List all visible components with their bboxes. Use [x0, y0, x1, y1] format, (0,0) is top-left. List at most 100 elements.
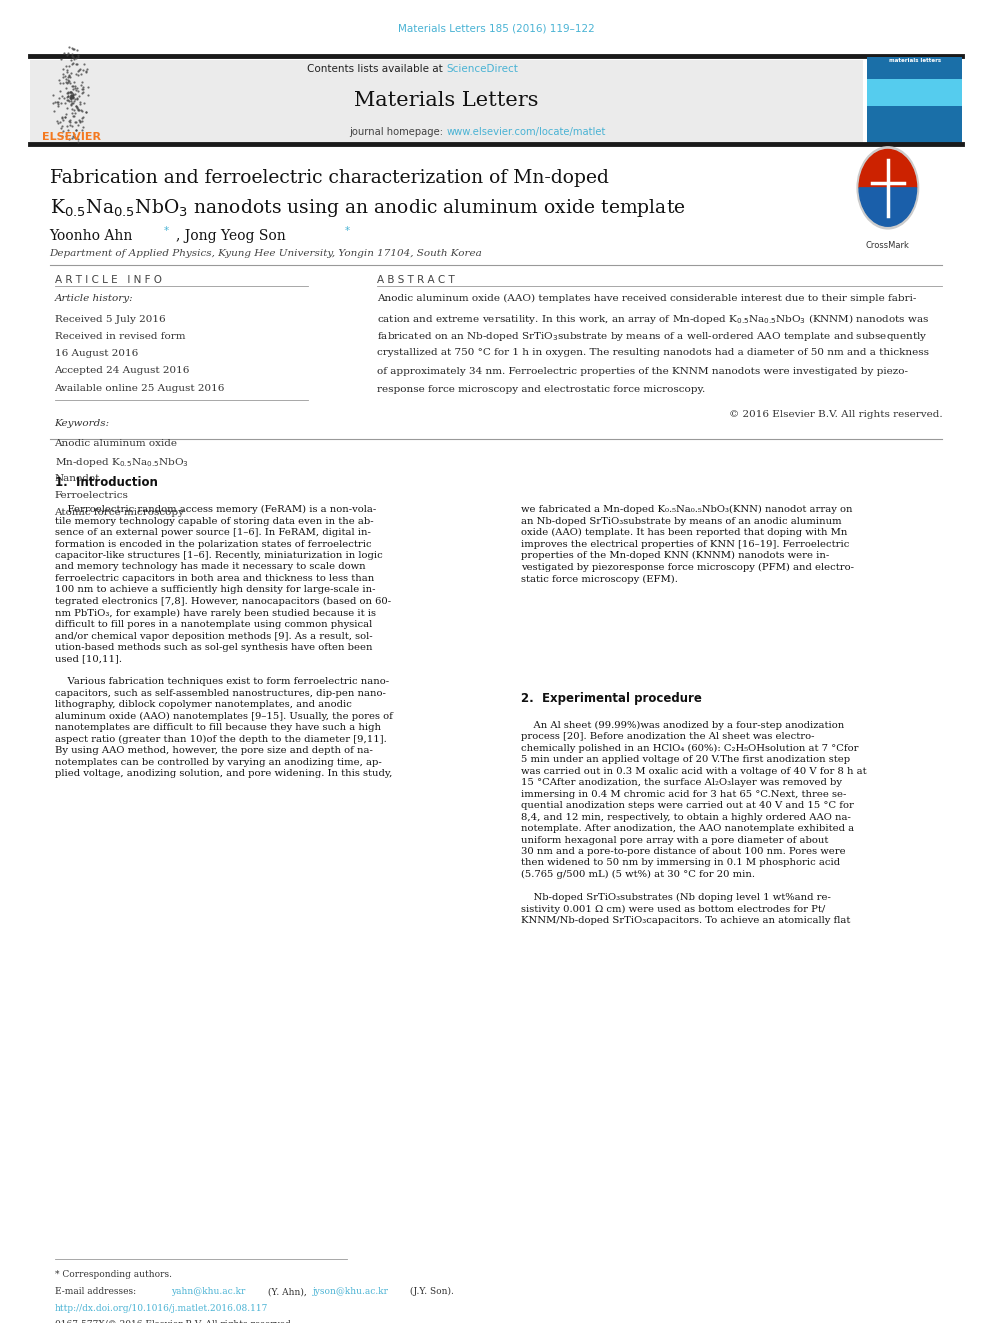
Point: [63, 85, 79, 106]
Text: Department of Applied Physics, Kyung Hee University, Yongin 17104, South Korea: Department of Applied Physics, Kyung Hee…: [50, 249, 482, 258]
Point: [59, 87, 74, 108]
Point: [46, 85, 62, 106]
Point: [63, 85, 79, 106]
Point: [69, 98, 85, 119]
Point: [64, 98, 80, 119]
Text: K$_{0.5}$Na$_{0.5}$NbO$_3$ nanodots using an anodic aluminum oxide template: K$_{0.5}$Na$_{0.5}$NbO$_3$ nanodots usin…: [50, 197, 685, 220]
Point: [68, 48, 84, 69]
Text: E-mail addresses:: E-mail addresses:: [55, 1287, 139, 1297]
Text: Keywords:: Keywords:: [55, 419, 110, 429]
Point: [74, 111, 90, 132]
Point: [71, 58, 87, 79]
Point: [66, 71, 82, 93]
Point: [61, 71, 76, 93]
Point: [69, 46, 85, 67]
Point: [78, 61, 94, 82]
FancyBboxPatch shape: [867, 79, 962, 106]
Point: [68, 64, 84, 85]
Text: Yoonho Ahn: Yoonho Ahn: [50, 229, 133, 243]
Point: [59, 89, 74, 110]
Point: [70, 128, 86, 149]
Text: journal homepage:: journal homepage:: [349, 127, 446, 138]
Point: [58, 77, 73, 98]
Point: [64, 87, 80, 108]
Point: [74, 77, 90, 98]
Point: [63, 86, 79, 107]
Point: [46, 93, 62, 114]
Text: , Jong Yeog Son: , Jong Yeog Son: [176, 229, 286, 243]
Point: [66, 38, 82, 60]
Text: Fabrication and ferroelectric characterization of Mn-doped: Fabrication and ferroelectric characteri…: [50, 169, 608, 188]
Point: [61, 37, 76, 58]
Text: *: *: [345, 226, 350, 237]
Point: [53, 81, 68, 102]
Point: [56, 58, 71, 79]
Point: [69, 53, 85, 74]
Point: [61, 91, 76, 112]
Point: [74, 60, 90, 81]
Point: [55, 126, 70, 147]
Point: [62, 81, 78, 102]
Point: [57, 106, 72, 127]
Point: [63, 37, 79, 58]
Point: [62, 81, 78, 102]
Point: [70, 44, 86, 65]
Point: [61, 42, 76, 64]
Point: [70, 79, 86, 101]
Point: [66, 49, 82, 70]
Point: [73, 78, 89, 99]
Point: [60, 45, 75, 66]
Point: [61, 89, 76, 110]
Point: [72, 111, 88, 132]
Point: [71, 111, 87, 132]
Point: [60, 61, 75, 82]
Point: [68, 89, 84, 110]
Point: [65, 52, 81, 73]
Point: [53, 73, 68, 94]
Point: [63, 62, 79, 83]
Point: [62, 111, 78, 132]
Text: 2.  Experimental procedure: 2. Experimental procedure: [521, 692, 701, 705]
Point: [59, 98, 74, 119]
Point: [74, 71, 90, 93]
Point: [63, 94, 79, 115]
Point: [67, 111, 83, 132]
Point: [58, 66, 73, 87]
Point: [50, 93, 65, 114]
Point: [59, 56, 74, 77]
Point: [64, 44, 80, 65]
Point: [69, 115, 85, 136]
Point: [58, 126, 73, 147]
Point: [69, 78, 85, 99]
Point: [56, 73, 71, 94]
Point: [73, 64, 89, 85]
Point: [58, 103, 73, 124]
Point: [69, 40, 85, 61]
Point: [54, 107, 69, 128]
Point: [78, 61, 94, 82]
Point: [75, 81, 91, 102]
Point: [62, 82, 78, 103]
Point: [50, 95, 65, 116]
Point: [64, 75, 80, 97]
Point: [60, 120, 75, 142]
Text: *: *: [164, 226, 169, 237]
Text: Atomic force microscopy: Atomic force microscopy: [55, 508, 185, 517]
Point: [64, 54, 80, 75]
Point: [63, 86, 79, 107]
Point: [72, 91, 88, 112]
Point: [50, 112, 65, 134]
Point: [50, 91, 65, 112]
Point: [73, 74, 89, 95]
Point: [76, 53, 92, 74]
Point: [68, 120, 84, 142]
Point: [66, 106, 82, 127]
Point: [58, 93, 73, 114]
Point: [75, 116, 91, 138]
Text: Anodic aluminum oxide: Anodic aluminum oxide: [55, 439, 178, 448]
Point: [65, 126, 81, 147]
Text: Received 5 July 2016: Received 5 July 2016: [55, 315, 166, 324]
Point: [71, 60, 87, 81]
Point: [62, 56, 77, 77]
Point: [59, 71, 74, 93]
